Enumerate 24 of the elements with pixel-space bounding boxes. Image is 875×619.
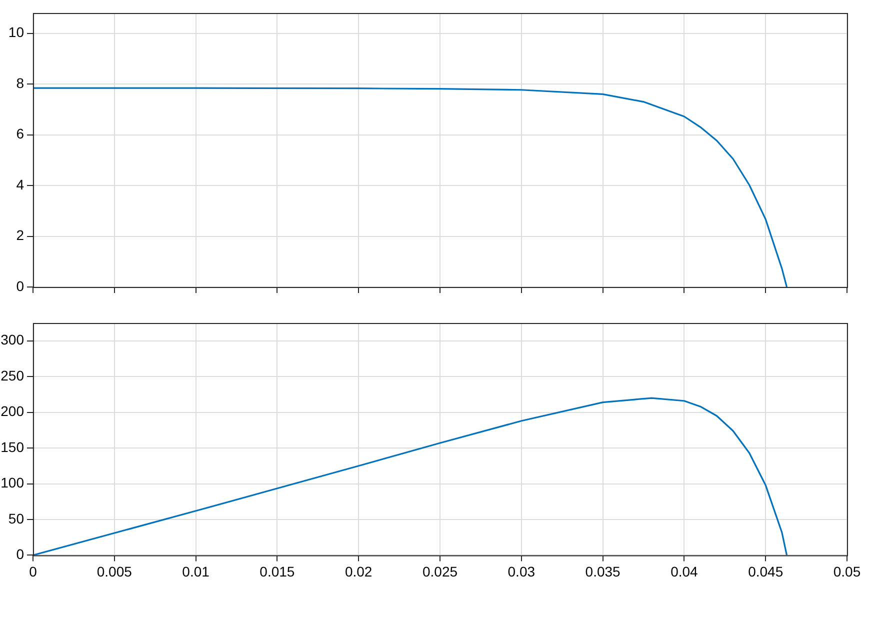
y-tick-label: 6 xyxy=(16,126,24,142)
x-tick-label: 0.02 xyxy=(344,563,372,580)
x-tick-label: 0 xyxy=(29,563,38,580)
x-tick-label: 0.05 xyxy=(833,563,861,580)
x-tick-label: 0.005 xyxy=(96,563,132,580)
y-tick-label: 150 xyxy=(0,438,24,455)
y-tick-label: 0 xyxy=(16,278,24,294)
x-tick-label: 0.025 xyxy=(422,563,458,580)
y-tick-label: 8 xyxy=(16,74,24,91)
x-tick-label: 0.01 xyxy=(182,563,210,580)
y-tick-label: 100 xyxy=(0,474,24,491)
y-tick-label: 0 xyxy=(16,546,24,562)
x-tick-label: 0.04 xyxy=(670,563,698,580)
y-tick-label: 250 xyxy=(0,367,24,384)
x-tick-label: 0.035 xyxy=(585,563,621,580)
x-tick-label: 0.03 xyxy=(508,563,536,580)
y-tick-label: 200 xyxy=(0,403,24,420)
y-tick-label: 300 xyxy=(0,332,24,348)
y-tick-label: 50 xyxy=(8,510,24,526)
x-tick-label: 0.015 xyxy=(260,563,295,580)
y-tick-label: 2 xyxy=(16,227,24,244)
x-tick-label: 0.045 xyxy=(748,563,784,580)
y-tick-label: 10 xyxy=(8,24,24,40)
y-tick-label: 4 xyxy=(16,176,24,192)
